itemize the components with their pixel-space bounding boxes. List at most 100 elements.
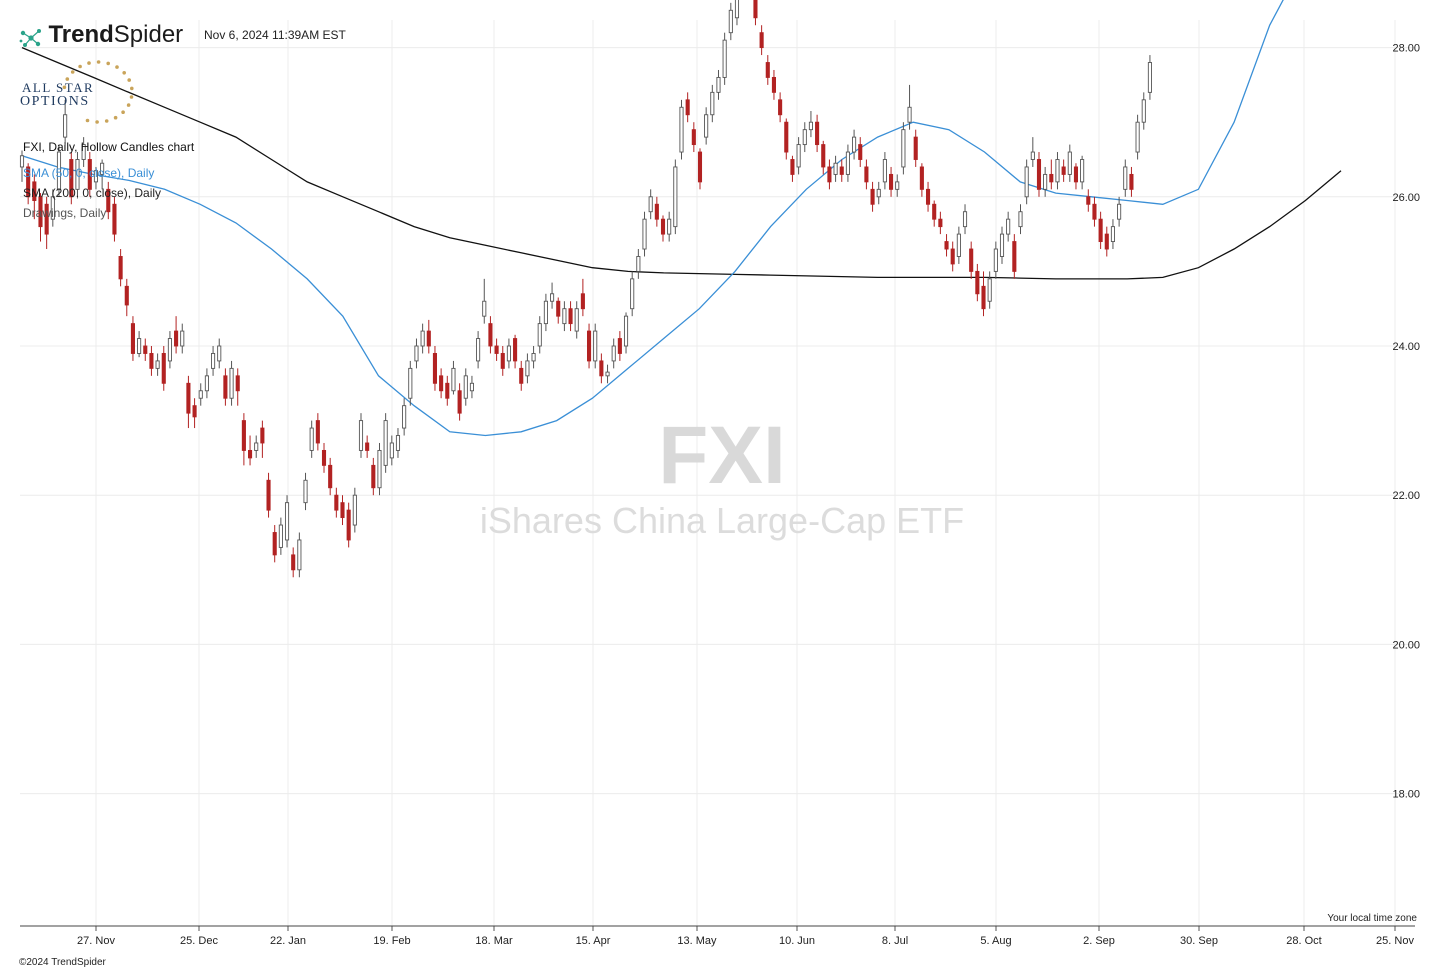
candle bbox=[260, 420, 265, 458]
candle-body bbox=[889, 173, 894, 190]
candle bbox=[254, 435, 259, 458]
candle bbox=[1006, 211, 1011, 242]
candle bbox=[864, 159, 869, 190]
y-tick-label: 28.00 bbox=[1392, 43, 1420, 55]
candle-body bbox=[50, 196, 55, 220]
candle bbox=[999, 226, 1005, 264]
candle bbox=[161, 346, 166, 391]
candle bbox=[500, 346, 505, 376]
timezone-label[interactable]: Your local time zone bbox=[1327, 913, 1417, 924]
candle bbox=[180, 323, 185, 354]
candle bbox=[956, 226, 961, 264]
candle bbox=[1049, 159, 1054, 190]
candle-body bbox=[654, 203, 659, 220]
star-dot bbox=[113, 115, 118, 120]
chart-title[interactable]: FXI, Daily, Hollow Candles chart bbox=[23, 140, 195, 154]
candle bbox=[340, 495, 345, 526]
candle bbox=[642, 211, 647, 257]
star-dot bbox=[95, 120, 99, 124]
candle bbox=[969, 241, 974, 279]
candle-body bbox=[753, 0, 758, 19]
candle-body bbox=[186, 382, 191, 414]
candle bbox=[1141, 92, 1146, 130]
candle bbox=[839, 159, 844, 182]
candle-body bbox=[112, 203, 117, 235]
candle-body bbox=[821, 144, 826, 168]
candle-body bbox=[248, 449, 253, 459]
star-dot bbox=[106, 61, 110, 66]
candle bbox=[876, 181, 881, 205]
candle bbox=[309, 420, 314, 458]
candle-body bbox=[229, 367, 234, 399]
candle-body bbox=[198, 390, 203, 399]
candle bbox=[691, 122, 696, 153]
candle-body bbox=[1104, 233, 1109, 250]
candle bbox=[913, 129, 918, 167]
star-dot bbox=[130, 86, 134, 91]
candle bbox=[605, 364, 610, 384]
watermark-symbol: FXI bbox=[658, 410, 786, 501]
candle-body bbox=[321, 449, 327, 466]
candle-body bbox=[987, 278, 992, 302]
candle bbox=[192, 398, 197, 429]
candle-body bbox=[180, 330, 185, 347]
candle bbox=[710, 84, 715, 123]
candle bbox=[975, 263, 980, 302]
candle bbox=[278, 517, 283, 555]
candle-body bbox=[1098, 218, 1103, 243]
candle bbox=[925, 181, 931, 212]
candle-body bbox=[506, 345, 511, 362]
candle bbox=[235, 368, 240, 406]
sma200-legend[interactable]: SMA (200, 0, close), Daily bbox=[23, 186, 162, 200]
candle bbox=[1086, 189, 1091, 212]
candle-body bbox=[993, 248, 998, 272]
candle-body bbox=[617, 338, 622, 354]
candle bbox=[845, 144, 850, 182]
candle-body bbox=[482, 300, 487, 317]
candle bbox=[137, 331, 142, 358]
candle-body bbox=[765, 62, 770, 78]
sma50-legend[interactable]: SMA (50, 0, close), Daily bbox=[23, 166, 155, 180]
candle-body bbox=[679, 106, 684, 153]
candle-body bbox=[950, 248, 955, 265]
x-tick-label: 25. Nov bbox=[1376, 935, 1414, 947]
candle-body bbox=[309, 427, 314, 451]
trendspider-logo[interactable]: TrendSpider bbox=[18, 21, 183, 51]
logo-spider-text: Spider bbox=[113, 21, 184, 48]
candle bbox=[815, 114, 820, 153]
x-tick-label: 5. Aug bbox=[980, 935, 1011, 947]
candle-body bbox=[137, 338, 142, 354]
candle bbox=[352, 487, 357, 533]
candle bbox=[599, 353, 604, 384]
candle-body bbox=[32, 181, 37, 201]
candle bbox=[525, 353, 530, 384]
candle bbox=[827, 159, 832, 190]
candle-body bbox=[1129, 173, 1134, 190]
candle-body bbox=[1110, 226, 1115, 243]
candle-body bbox=[962, 211, 968, 228]
candle bbox=[1080, 155, 1085, 190]
candle bbox=[124, 278, 129, 317]
candle-body bbox=[827, 166, 832, 183]
candle bbox=[728, 2, 733, 41]
candle-body bbox=[716, 76, 721, 93]
candle-body bbox=[1073, 166, 1079, 183]
candle-body bbox=[38, 196, 43, 228]
candle-body bbox=[87, 159, 92, 190]
candle bbox=[1012, 234, 1017, 279]
candle-body bbox=[611, 345, 616, 362]
candle-body bbox=[56, 151, 62, 190]
candle-body bbox=[1123, 166, 1128, 190]
candle bbox=[19, 150, 25, 182]
candle bbox=[1098, 211, 1103, 250]
candle-body bbox=[451, 367, 456, 392]
y-tick-label: 26.00 bbox=[1392, 192, 1420, 204]
candle bbox=[593, 323, 598, 369]
drawings-legend[interactable]: Drawings, Daily bbox=[23, 206, 107, 220]
candle bbox=[297, 532, 302, 578]
candle bbox=[673, 159, 678, 235]
candle bbox=[93, 166, 99, 190]
star-dot bbox=[70, 70, 75, 74]
star-dot bbox=[87, 61, 91, 65]
